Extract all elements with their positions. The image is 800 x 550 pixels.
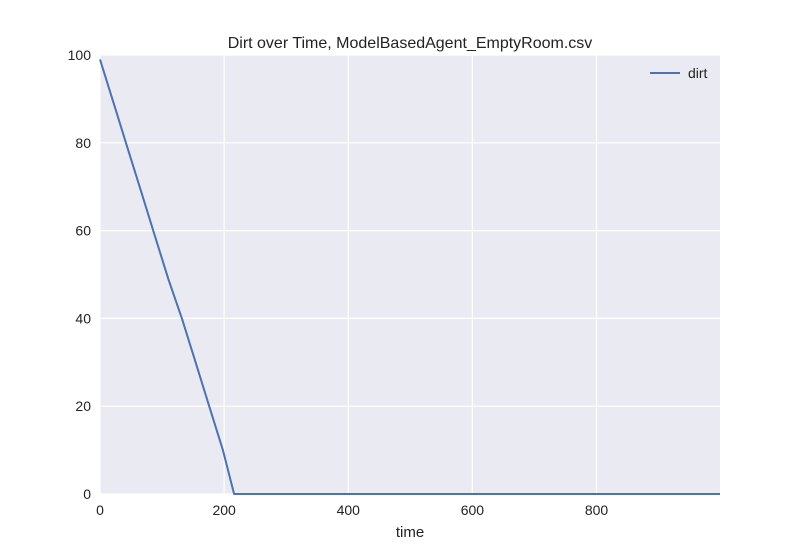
series-layer (99, 59, 720, 495)
y-tick-label: 100 (68, 47, 92, 63)
plot-area (100, 55, 720, 494)
y-tick-label: 0 (83, 486, 91, 502)
legend: dirt (650, 65, 708, 81)
x-tick-label: 600 (461, 502, 485, 518)
y-tick-label: 20 (75, 398, 91, 414)
tick-labels: 0 200 400 600 800 0 20 40 60 80 100 (68, 47, 609, 518)
x-tick-label: 400 (337, 502, 361, 518)
chart-title: Dirt over Time, ModelBasedAgent_EmptyRoo… (228, 35, 593, 52)
legend-label-dirt: dirt (688, 65, 708, 81)
series-line-dirt (99, 59, 720, 495)
y-tick-label: 40 (75, 310, 91, 326)
x-tick-label: 800 (585, 502, 609, 518)
x-tick-label: 0 (96, 502, 104, 518)
x-axis-label: time (396, 524, 424, 541)
y-tick-label: 80 (75, 135, 91, 151)
x-tick-label: 200 (212, 502, 236, 518)
y-tick-label: 60 (75, 223, 91, 239)
